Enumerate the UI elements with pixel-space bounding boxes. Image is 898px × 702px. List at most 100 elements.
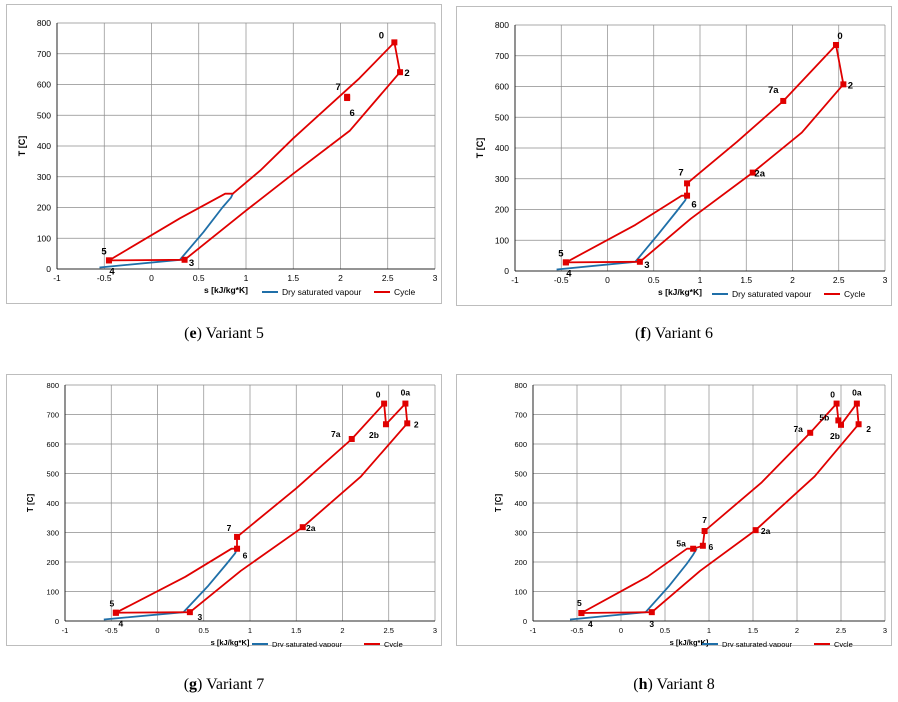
y-tick-label: 400 — [495, 143, 509, 153]
state-point-marker — [299, 524, 306, 531]
state-point-marker — [391, 39, 398, 46]
legend-label: Dry saturated vapour — [722, 640, 793, 647]
y-tick-label: 300 — [37, 172, 51, 182]
x-tick-label: 2.5 — [836, 626, 846, 635]
state-point-marker — [853, 400, 860, 407]
state-point-marker — [648, 609, 655, 616]
state-point-label: 7 — [227, 523, 232, 533]
state-point-marker — [112, 609, 119, 616]
chart-f-svg: 0 100 200 300 400 500 600 700 800 -1 -0.5 0 0.5 1 1.5 2… — [475, 20, 888, 299]
chart-h-svg: 0 100 200 300 400 500 600 700 800 -1 -0.5 0 0.5 1 1.5 2… — [494, 381, 887, 647]
x-tick-label: 1.5 — [740, 275, 752, 285]
y-tick-label: 700 — [495, 51, 509, 61]
series-line-dry-saturated-vapour — [99, 193, 234, 269]
x-tick-label: 2 — [795, 626, 799, 635]
y-tick-label: 0 — [46, 264, 51, 274]
state-point-marker — [404, 420, 411, 427]
state-point-label: 5 — [577, 598, 582, 608]
y-tick-label: 600 — [46, 440, 59, 449]
x-axis-label: s [kJ/kg*K] — [670, 638, 709, 647]
y-tick-label: 500 — [37, 110, 51, 120]
y-tick-label: 400 — [46, 499, 59, 508]
state-point-label: 2 — [848, 80, 853, 91]
state-point-marker — [840, 81, 847, 88]
state-point-label: 4 — [119, 619, 124, 629]
state-point-marker — [636, 258, 643, 265]
state-point-label: 5 — [101, 246, 107, 257]
y-tick-label: 800 — [46, 381, 59, 390]
state-point-marker — [181, 256, 188, 263]
state-point-label: 0 — [837, 31, 842, 42]
caption-e: (e) Variant 5 — [184, 325, 264, 342]
state-point-label: 5b — [819, 412, 829, 422]
state-point-label: 3 — [649, 619, 654, 629]
state-point-marker — [832, 41, 839, 48]
state-point-label: 4 — [588, 619, 593, 629]
x-tick-label: -0.5 — [105, 626, 118, 635]
state-point-label: 7a — [331, 429, 341, 439]
x-tick-label: 0 — [619, 626, 623, 635]
series-line-dry-saturated-vapour — [569, 548, 698, 621]
y-axis-label: T [C] — [17, 136, 27, 157]
y-tick-label: 600 — [37, 80, 51, 90]
state-point-label: 2 — [866, 424, 871, 434]
state-point-marker — [234, 533, 241, 540]
x-tick-label: 2.5 — [384, 626, 394, 635]
series-line-cycle — [580, 402, 860, 614]
state-point-marker — [835, 417, 842, 424]
state-point-marker — [381, 400, 388, 407]
state-point-marker — [833, 400, 840, 407]
legend-label: Dry saturated vapour — [282, 287, 362, 297]
state-point-label: 5 — [110, 599, 115, 609]
state-point-marker — [382, 421, 389, 428]
state-point-marker — [348, 435, 355, 442]
state-point-marker — [855, 421, 862, 428]
state-point-label: 5 — [558, 248, 564, 259]
y-tick-label: 0 — [523, 617, 527, 626]
x-tick-label: 3 — [883, 626, 887, 635]
state-point-marker — [701, 528, 708, 535]
state-point-label: 2a — [754, 169, 765, 180]
x-tick-label: 1.5 — [287, 273, 299, 283]
legend-label: Dry saturated vapour — [732, 289, 812, 299]
x-axis-label: s [kJ/kg*K] — [658, 287, 702, 297]
state-point-label: 3 — [644, 260, 649, 271]
x-tick-label: 3 — [433, 626, 437, 635]
state-point-label: 6 — [708, 542, 713, 552]
state-point-label: 5a — [676, 539, 686, 549]
legend-label: Cycle — [844, 289, 866, 299]
state-point-marker — [397, 69, 404, 76]
state-point-label: 3 — [189, 258, 194, 269]
x-tick-label: -1 — [62, 626, 69, 635]
state-point-marker — [749, 169, 756, 176]
series-line-cycle — [115, 402, 409, 614]
y-tick-label: 200 — [495, 205, 509, 215]
state-point-label: 2 — [404, 68, 409, 79]
state-point-marker — [402, 400, 409, 407]
state-point-marker — [838, 421, 844, 428]
state-point-label: 0a — [852, 388, 862, 398]
legend-label: Dry saturated vapour — [272, 640, 343, 647]
state-point-label: 6 — [243, 551, 248, 561]
legend-label: Cycle — [834, 640, 853, 647]
state-point-label: 4 — [566, 268, 572, 279]
caption-h-letter: h — [638, 676, 648, 693]
state-point-label: 4 — [109, 266, 115, 277]
y-tick-label: 100 — [37, 233, 51, 243]
y-tick-label: 500 — [514, 470, 527, 479]
state-point-label: 0 — [379, 30, 384, 41]
x-tick-label: 0.5 — [199, 626, 209, 635]
state-point-label: 6 — [349, 108, 354, 119]
caption-g: (g) Variant 7 — [183, 676, 265, 693]
state-point-label: 2b — [830, 431, 840, 441]
series-line-cycle — [108, 41, 401, 262]
y-tick-label: 600 — [495, 82, 509, 92]
state-point-marker — [807, 429, 814, 436]
chart-panel-f: 0 100 200 300 400 500 600 700 800 -1 -0.5 0 0.5 1 1.5 2… — [456, 6, 892, 306]
x-axis-label: s [kJ/kg*K] — [211, 638, 250, 647]
x-tick-label: 0.5 — [660, 626, 670, 635]
caption-h-text: Variant 8 — [656, 676, 715, 693]
x-axis-label: s [kJ/kg*K] — [204, 285, 248, 295]
x-tick-label: 0 — [155, 626, 159, 635]
y-tick-label: 0 — [55, 617, 59, 626]
